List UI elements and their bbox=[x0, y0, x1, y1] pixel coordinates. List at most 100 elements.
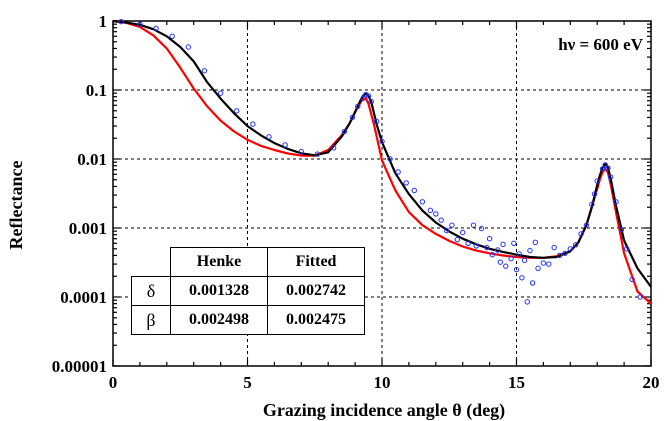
y-tick-label: 0.01 bbox=[77, 150, 107, 169]
data-point bbox=[465, 240, 471, 247]
data-point bbox=[314, 151, 321, 157]
data-point bbox=[551, 244, 557, 251]
data-point bbox=[567, 246, 573, 252]
data-point bbox=[599, 166, 606, 172]
data-point bbox=[629, 276, 635, 283]
table-row-beta: β 0.002498 0.002475 bbox=[131, 305, 365, 335]
scatter-series-2 bbox=[118, 18, 643, 305]
data-point bbox=[546, 261, 552, 267]
y-tick-label: 0.00001 bbox=[52, 357, 107, 376]
data-point bbox=[349, 114, 356, 121]
row-symbol-delta: δ bbox=[131, 276, 171, 306]
data-point bbox=[118, 18, 124, 25]
data-point bbox=[373, 118, 380, 125]
data-point bbox=[524, 299, 530, 305]
data-point bbox=[583, 222, 590, 228]
y-tick-label: 1 bbox=[99, 12, 108, 31]
data-point bbox=[508, 255, 514, 262]
delta-fitted-value: 0.002742 bbox=[267, 276, 365, 306]
y-axis-title: Reflectance bbox=[6, 161, 26, 250]
tick-labels: 0 5 10 15 20 1 0.1 0.01 0.001 0.0001 0.00001 bbox=[52, 12, 660, 392]
column-header-fitted: Fitted bbox=[267, 247, 365, 277]
data-point bbox=[368, 98, 374, 105]
data-point bbox=[433, 211, 439, 217]
data-point bbox=[363, 91, 369, 98]
data-point bbox=[153, 25, 159, 32]
y-tick-label: 0.0001 bbox=[60, 288, 107, 307]
x-tick-label: 5 bbox=[243, 373, 252, 392]
data-point bbox=[403, 180, 409, 186]
data-point bbox=[484, 244, 490, 251]
data-point bbox=[497, 259, 504, 265]
data-point bbox=[624, 246, 630, 252]
x-tick-label: 10 bbox=[374, 373, 391, 392]
data-point bbox=[591, 191, 598, 197]
delta-henke-value: 0.001328 bbox=[170, 276, 268, 306]
data-point bbox=[594, 178, 600, 184]
data-point bbox=[521, 257, 528, 264]
column-header-henke: Henke bbox=[170, 247, 268, 277]
data-point bbox=[360, 95, 366, 101]
data-point bbox=[470, 222, 477, 228]
data-point bbox=[137, 21, 143, 27]
x-tick-label: 0 bbox=[109, 373, 118, 392]
row-symbol-beta: β bbox=[131, 305, 171, 335]
data-point bbox=[494, 247, 501, 253]
data-point bbox=[478, 225, 485, 232]
data-point bbox=[355, 103, 361, 110]
data-point bbox=[250, 121, 256, 127]
photon-energy-annotation: hν = 600 eV bbox=[558, 35, 644, 54]
data-point bbox=[562, 250, 568, 256]
table-header-row: Henke Fitted bbox=[131, 247, 365, 277]
data-point bbox=[395, 169, 401, 175]
data-point bbox=[427, 207, 434, 214]
data-point bbox=[529, 280, 536, 286]
data-point bbox=[365, 93, 372, 99]
data-point bbox=[169, 33, 175, 40]
data-point bbox=[217, 90, 224, 96]
data-point bbox=[443, 227, 450, 234]
data-point bbox=[419, 199, 426, 205]
data-point bbox=[282, 142, 288, 148]
table-corner-cell bbox=[131, 247, 171, 277]
data-point bbox=[201, 68, 208, 74]
data-point bbox=[489, 252, 495, 258]
data-point bbox=[503, 263, 509, 269]
data-point bbox=[513, 266, 520, 273]
data-point bbox=[449, 222, 455, 228]
parameter-table: Henke Fitted δ 0.001328 0.002742 β 0.002… bbox=[131, 247, 365, 335]
beta-fitted-value: 0.002475 bbox=[267, 305, 365, 335]
data-point bbox=[605, 165, 611, 171]
axis-ticks bbox=[112, 21, 652, 367]
data-point bbox=[527, 247, 533, 254]
data-point bbox=[500, 241, 506, 248]
series-layer bbox=[112, 18, 652, 305]
x-axis-title: Grazing incidence angle θ (deg) bbox=[263, 400, 505, 421]
data-point bbox=[266, 134, 272, 140]
data-point bbox=[589, 201, 595, 208]
data-point bbox=[516, 251, 522, 257]
data-point bbox=[486, 235, 493, 242]
data-point bbox=[540, 260, 547, 266]
data-point bbox=[572, 242, 579, 248]
data-point bbox=[578, 231, 584, 237]
data-point bbox=[511, 240, 517, 247]
data-point bbox=[379, 138, 385, 145]
data-point bbox=[411, 187, 417, 194]
data-point bbox=[330, 145, 337, 151]
data-point bbox=[637, 294, 643, 300]
data-point bbox=[535, 265, 541, 272]
data-point bbox=[460, 229, 466, 236]
beta-henke-value: 0.002498 bbox=[170, 305, 268, 335]
y-tick-label: 0.1 bbox=[86, 81, 107, 100]
y-tick-label: 0.001 bbox=[69, 219, 107, 238]
data-point bbox=[607, 174, 614, 180]
x-tick-label: 20 bbox=[643, 373, 660, 392]
data-point bbox=[556, 252, 563, 259]
data-point bbox=[473, 243, 479, 249]
data-point bbox=[234, 108, 240, 114]
data-point bbox=[341, 128, 348, 135]
data-point bbox=[613, 199, 619, 205]
data-point bbox=[298, 148, 304, 155]
